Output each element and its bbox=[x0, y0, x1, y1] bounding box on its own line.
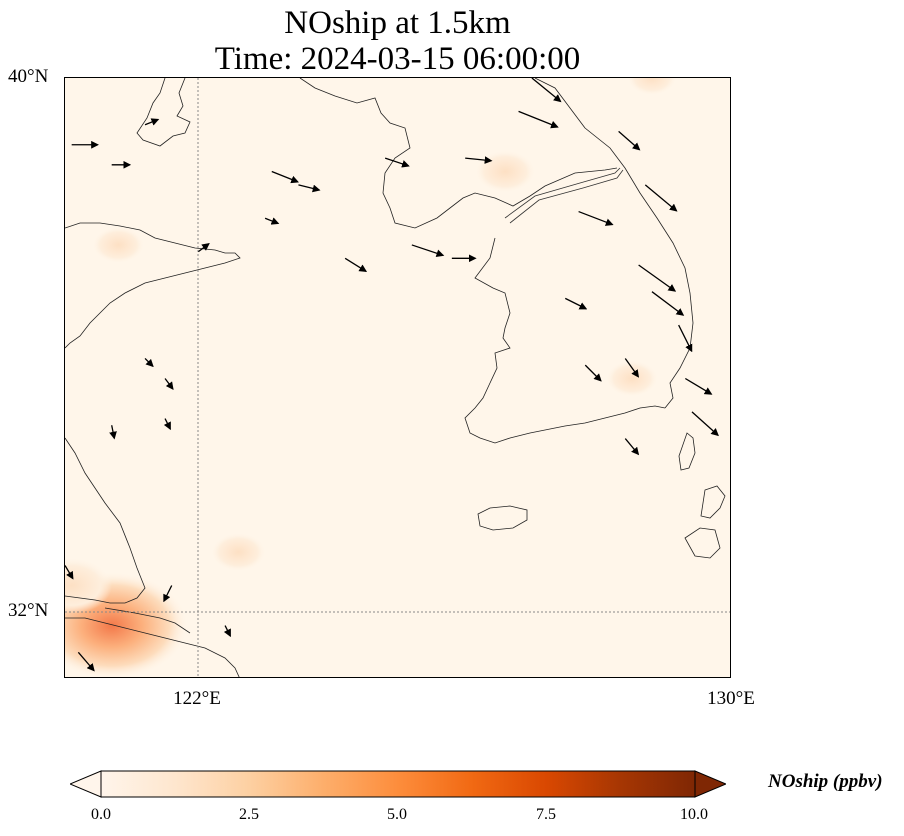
wind-vector-arrow bbox=[691, 411, 719, 437]
colorbar-tick-1: 2.5 bbox=[239, 806, 259, 823]
wind-vector-arrow bbox=[164, 378, 174, 390]
yangtze-coast bbox=[65, 617, 240, 677]
wind-vector-arrow bbox=[77, 651, 95, 672]
wind-vector-arrow bbox=[65, 565, 74, 580]
chart-title-line-2: Time: 2024-03-15 06:00:00 bbox=[214, 41, 581, 77]
colorbar-tick-4: 10.0 bbox=[680, 806, 708, 823]
concentration-hotspot bbox=[474, 150, 536, 193]
wind-vector-arrow bbox=[624, 438, 640, 456]
jeju-island bbox=[477, 505, 528, 531]
colorbar-tick-2: 5.0 bbox=[387, 806, 407, 823]
colorbar-svg bbox=[68, 770, 728, 798]
concentration-field bbox=[65, 78, 677, 677]
north-korea-west-coast bbox=[299, 78, 618, 229]
colorbar-tick-3: 7.5 bbox=[536, 806, 556, 823]
wind-vector-arrow bbox=[411, 244, 445, 257]
wind-vector-arrow bbox=[624, 358, 640, 378]
concentration-hotspot bbox=[91, 226, 145, 264]
colorbar-tick-0: 0.0 bbox=[91, 806, 111, 823]
east-coast bbox=[534, 78, 694, 409]
wind-vector-arrow bbox=[198, 243, 210, 253]
wind-vector-arrow bbox=[518, 110, 559, 129]
wind-vector-arrow bbox=[465, 156, 493, 164]
wind-vector-arrow bbox=[298, 184, 321, 193]
tsushima-island bbox=[678, 432, 696, 471]
colorbar-extend-max bbox=[694, 770, 728, 798]
map-panel bbox=[64, 77, 731, 678]
wind-vector-arrow bbox=[678, 324, 693, 353]
wind-vector-arrow bbox=[271, 170, 299, 184]
concentration-hotspot bbox=[210, 532, 267, 572]
liaodong-coast bbox=[136, 78, 191, 147]
wind-vector-arrow bbox=[638, 264, 677, 292]
wind-vector-arrow bbox=[531, 78, 562, 103]
lat-label-40n: 40°N bbox=[8, 66, 49, 87]
lon-label-130e: 130°E bbox=[707, 688, 755, 709]
wind-vector-arrow bbox=[344, 257, 368, 272]
kyushu-coast-2 bbox=[684, 527, 721, 559]
kyushu-coast bbox=[700, 485, 726, 519]
map-canvas bbox=[65, 78, 730, 677]
colorbar-gradient bbox=[100, 770, 696, 798]
concentration-hotspot bbox=[65, 557, 113, 614]
wind-vector-arrow bbox=[163, 418, 171, 431]
wind-vector-arrow bbox=[163, 585, 173, 603]
lat-label-32n: 32°N bbox=[8, 600, 49, 621]
border-line-1 bbox=[504, 167, 621, 219]
yangtze-estuary bbox=[104, 607, 191, 634]
wind-vector-arrow bbox=[564, 297, 588, 310]
wind-vector-arrow bbox=[223, 625, 231, 638]
korea-west-south-coast bbox=[464, 237, 666, 444]
wind-vector-arrow bbox=[109, 425, 117, 440]
border-line-2 bbox=[509, 169, 624, 224]
wind-vector-arrow bbox=[144, 358, 154, 368]
colorbar-label: NOship (ppbv) bbox=[768, 771, 883, 792]
wind-vectors bbox=[65, 78, 719, 672]
colorbar-extend-min bbox=[68, 770, 102, 798]
concentration-hotspot bbox=[626, 78, 677, 96]
china-east-coast bbox=[65, 437, 146, 604]
concentration-hotspot bbox=[605, 360, 659, 397]
shandong-coast bbox=[65, 222, 241, 349]
wind-vector-arrow bbox=[618, 130, 641, 151]
coastlines bbox=[65, 78, 726, 677]
wind-vector-arrow bbox=[584, 364, 602, 382]
wind-vector-arrow bbox=[384, 157, 410, 168]
wind-vector-arrow bbox=[684, 377, 713, 395]
chart-title-line-1: NOship at 1.5km bbox=[284, 5, 511, 41]
wind-vector-arrow bbox=[651, 291, 685, 316]
wind-vector-arrow bbox=[644, 184, 678, 212]
wind-vector-arrow bbox=[144, 118, 160, 126]
colorbar bbox=[68, 770, 728, 798]
wind-vector-arrow bbox=[264, 217, 280, 225]
lon-label-122e: 122°E bbox=[173, 688, 221, 709]
wind-vector-arrow bbox=[578, 210, 614, 226]
graticule bbox=[65, 78, 730, 677]
